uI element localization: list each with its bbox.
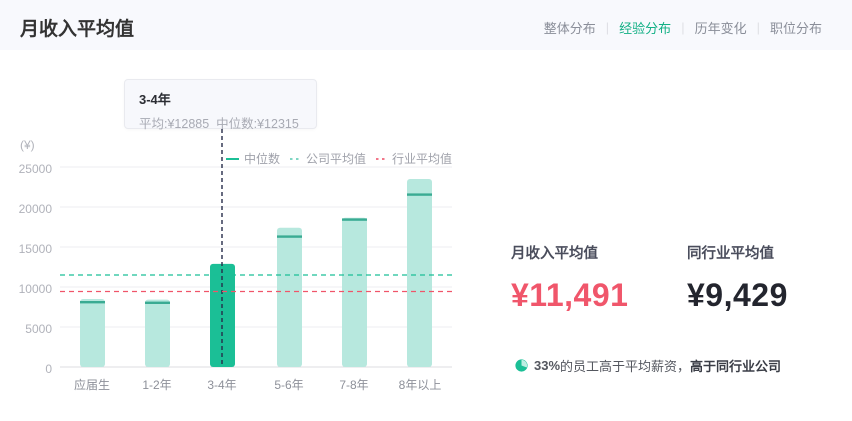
svg-text:5000: 5000 — [25, 322, 52, 336]
svg-text:0: 0 — [45, 362, 52, 376]
svg-text:7-8年: 7-8年 — [339, 378, 368, 392]
svg-text:3-4年: 3-4年 — [207, 378, 236, 392]
svg-text:5-6年: 5-6年 — [274, 378, 303, 392]
svg-text:25000: 25000 — [19, 162, 53, 176]
svg-text:应届生: 应届生 — [74, 377, 110, 392]
svg-text:10000: 10000 — [19, 282, 53, 296]
svg-text:8年以上: 8年以上 — [399, 378, 442, 392]
svg-text:15000: 15000 — [19, 242, 53, 256]
svg-text:1-2年: 1-2年 — [142, 378, 171, 392]
svg-text:20000: 20000 — [19, 202, 53, 216]
